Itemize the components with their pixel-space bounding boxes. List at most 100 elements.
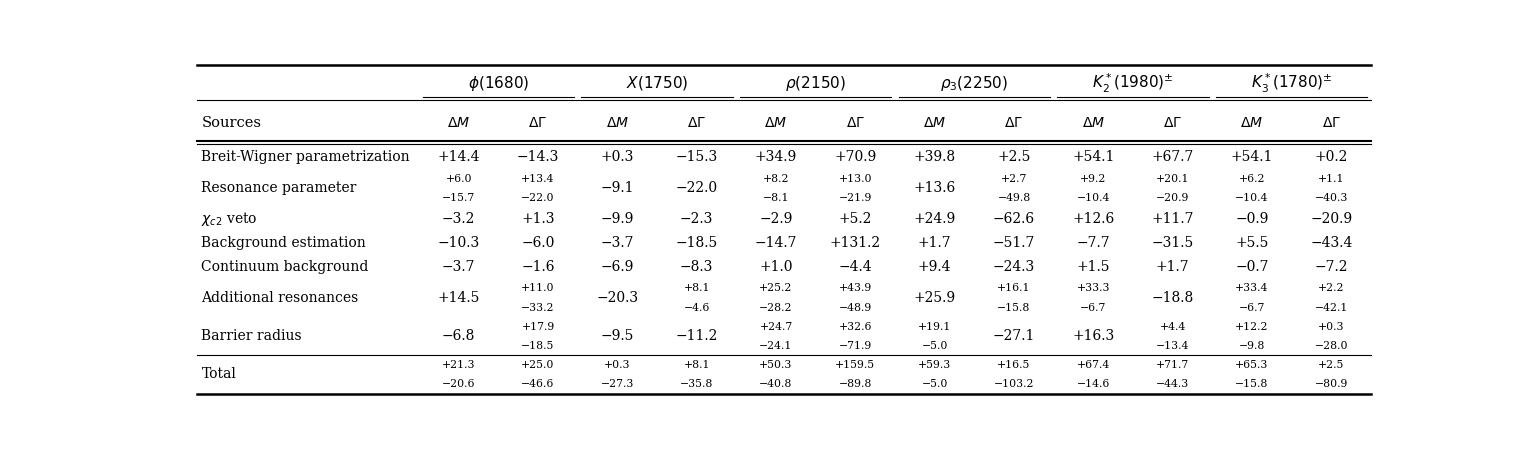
Text: −18.5: −18.5 [676, 236, 717, 250]
Text: −10.4: −10.4 [1077, 193, 1109, 203]
Text: Barrier radius: Barrier radius [201, 329, 302, 343]
Text: $\Delta M$: $\Delta M$ [606, 116, 629, 130]
Text: +2.5: +2.5 [1318, 360, 1344, 370]
Text: +24.9: +24.9 [914, 212, 955, 227]
Text: −0.9: −0.9 [1236, 212, 1268, 227]
Text: −15.7: −15.7 [443, 193, 475, 203]
Text: $\Delta\Gamma$: $\Delta\Gamma$ [1322, 116, 1341, 130]
Text: $\Delta\Gamma$: $\Delta\Gamma$ [687, 116, 707, 130]
Text: +20.1: +20.1 [1155, 173, 1189, 183]
Text: −46.6: −46.6 [522, 379, 554, 389]
Text: −14.6: −14.6 [1077, 379, 1109, 389]
Text: −89.8: −89.8 [839, 379, 871, 389]
Text: −49.8: −49.8 [998, 193, 1030, 203]
Text: Background estimation: Background estimation [201, 236, 366, 250]
Text: +6.0: +6.0 [446, 173, 472, 183]
Text: +25.0: +25.0 [522, 360, 554, 370]
Text: $\chi_{c2}$ veto: $\chi_{c2}$ veto [201, 210, 258, 228]
Text: −1.6: −1.6 [522, 260, 555, 274]
Text: +2.7: +2.7 [1001, 173, 1027, 183]
Text: −43.4: −43.4 [1311, 236, 1352, 250]
Text: +33.3: +33.3 [1077, 283, 1109, 293]
Text: +14.4: +14.4 [438, 150, 479, 164]
Text: +33.4: +33.4 [1236, 283, 1268, 293]
Text: +54.1: +54.1 [1231, 150, 1273, 164]
Text: +65.3: +65.3 [1236, 360, 1268, 370]
Text: −8.3: −8.3 [681, 260, 713, 274]
Text: −9.9: −9.9 [601, 212, 633, 227]
Text: +21.3: +21.3 [443, 360, 476, 370]
Text: +43.9: +43.9 [839, 283, 871, 293]
Text: +13.6: +13.6 [914, 181, 955, 195]
Text: +5.5: +5.5 [1236, 236, 1268, 250]
Text: −40.3: −40.3 [1315, 193, 1347, 203]
Text: $\Delta M$: $\Delta M$ [1082, 116, 1105, 130]
Text: Continuum background: Continuum background [201, 260, 369, 274]
Text: −20.3: −20.3 [597, 291, 638, 305]
Text: +2.5: +2.5 [998, 150, 1030, 164]
Text: $\Delta\Gamma$: $\Delta\Gamma$ [1163, 116, 1183, 130]
Text: +54.1: +54.1 [1073, 150, 1114, 164]
Text: +12.2: +12.2 [1235, 321, 1268, 331]
Text: +1.0: +1.0 [760, 260, 794, 274]
Text: $\Delta M$: $\Delta M$ [923, 116, 946, 130]
Text: Breit-Wigner parametrization: Breit-Wigner parametrization [201, 150, 410, 164]
Text: −2.3: −2.3 [681, 212, 713, 227]
Text: $K_2^*(1980)^{\pm}$: $K_2^*(1980)^{\pm}$ [1093, 72, 1173, 95]
Text: +11.0: +11.0 [522, 283, 555, 293]
Text: Sources: Sources [201, 116, 261, 130]
Text: +67.7: +67.7 [1152, 150, 1193, 164]
Text: +50.3: +50.3 [760, 360, 792, 370]
Text: −9.8: −9.8 [1239, 341, 1265, 351]
Text: −10.4: −10.4 [1236, 193, 1268, 203]
Text: −6.7: −6.7 [1239, 303, 1265, 313]
Text: $\rho_3(2250)$: $\rho_3(2250)$ [940, 74, 1009, 93]
Text: Resonance parameter: Resonance parameter [201, 181, 357, 195]
Text: −22.0: −22.0 [522, 193, 555, 203]
Text: +4.4: +4.4 [1160, 321, 1186, 331]
Text: +0.3: +0.3 [601, 150, 633, 164]
Text: −24.1: −24.1 [760, 341, 792, 351]
Text: +0.2: +0.2 [1315, 150, 1347, 164]
Text: +34.9: +34.9 [755, 150, 797, 164]
Text: +5.2: +5.2 [839, 212, 871, 227]
Text: +32.6: +32.6 [839, 321, 871, 331]
Text: −14.3: −14.3 [517, 150, 559, 164]
Text: −3.7: −3.7 [601, 236, 635, 250]
Text: +12.6: +12.6 [1073, 212, 1114, 227]
Text: +11.7: +11.7 [1152, 212, 1193, 227]
Text: $\Delta M$: $\Delta M$ [1241, 116, 1264, 130]
Text: +67.4: +67.4 [1077, 360, 1109, 370]
Text: −3.7: −3.7 [443, 260, 476, 274]
Text: $\rho(2150)$: $\rho(2150)$ [786, 74, 847, 93]
Text: −2.9: −2.9 [760, 212, 792, 227]
Text: +71.7: +71.7 [1157, 360, 1189, 370]
Text: +13.4: +13.4 [522, 173, 554, 183]
Text: −0.7: −0.7 [1235, 260, 1268, 274]
Text: +159.5: +159.5 [835, 360, 876, 370]
Text: +59.3: +59.3 [919, 360, 951, 370]
Text: −4.6: −4.6 [684, 303, 710, 313]
Text: +1.7: +1.7 [917, 236, 952, 250]
Text: $K_3^*(1780)^{\pm}$: $K_3^*(1780)^{\pm}$ [1251, 72, 1332, 95]
Text: −5.0: −5.0 [922, 341, 948, 351]
Text: −103.2: −103.2 [993, 379, 1035, 389]
Text: +9.2: +9.2 [1080, 173, 1106, 183]
Text: +8.2: +8.2 [763, 173, 789, 183]
Text: +1.1: +1.1 [1318, 173, 1344, 183]
Text: −51.7: −51.7 [993, 236, 1035, 250]
Text: −4.4: −4.4 [839, 260, 873, 274]
Text: −22.0: −22.0 [676, 181, 717, 195]
Text: $\Delta M$: $\Delta M$ [447, 116, 470, 130]
Text: −33.2: −33.2 [522, 303, 555, 313]
Text: −8.1: −8.1 [763, 193, 789, 203]
Text: $\Delta\Gamma$: $\Delta\Gamma$ [1004, 116, 1024, 130]
Text: +8.1: +8.1 [684, 283, 710, 293]
Text: −7.2: −7.2 [1314, 260, 1347, 274]
Text: −80.9: −80.9 [1315, 379, 1347, 389]
Text: Total: Total [201, 367, 237, 381]
Text: −21.9: −21.9 [839, 193, 871, 203]
Text: +16.1: +16.1 [998, 283, 1030, 293]
Text: −11.2: −11.2 [676, 329, 717, 343]
Text: +19.1: +19.1 [919, 321, 951, 331]
